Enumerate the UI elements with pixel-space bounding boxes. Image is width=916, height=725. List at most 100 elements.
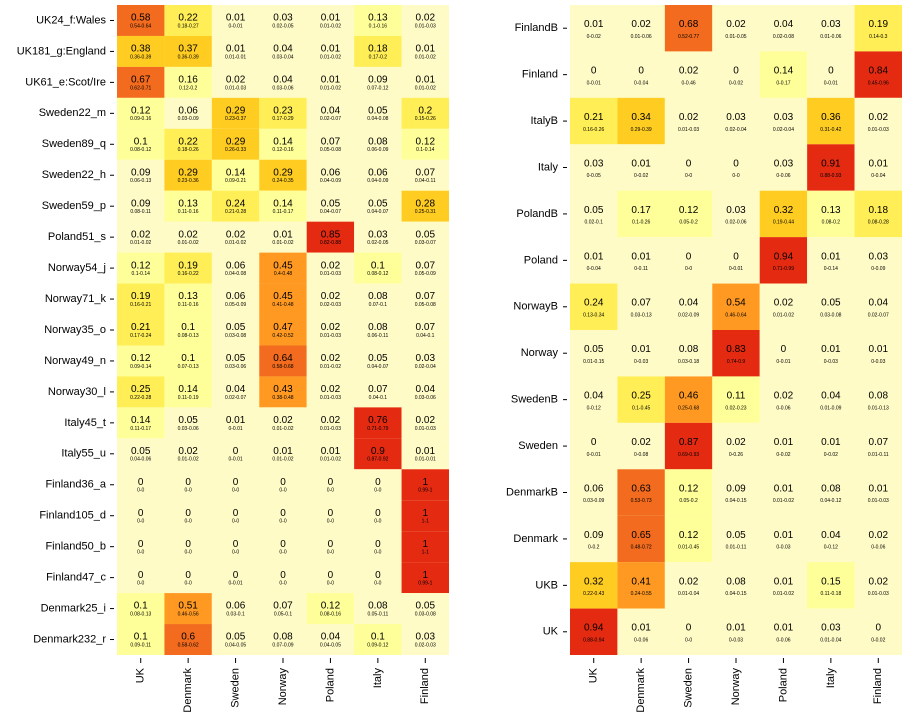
cell-value-label: 0.16 [178,75,198,86]
cell-value-label: 0.01 [321,446,341,457]
cell-value-label: 0.02 [226,229,246,240]
cell-value-label: 0.02 [321,353,341,364]
cell-interval-label: 0-0 [327,581,334,587]
cell-value-label: 0.06 [178,105,198,116]
heatmap-cell [259,97,307,129]
cell-interval-label: 0-0 [279,581,286,587]
heatmap-cell [712,5,760,52]
cell-interval-label: 0.01-0.03 [868,498,889,504]
heatmap-cell [617,51,665,98]
cell-interval-label: 0.04-0.15 [725,591,746,597]
heatmap-cell [306,314,355,346]
cell-interval-label: 0.09-0.21 [225,178,246,184]
cell-value-label: 0.15 [821,576,841,587]
heatmap-cell [164,252,212,284]
cell-value-label: 0.06 [321,167,341,178]
heatmap-cell [259,190,307,222]
cell-value-label: 0 [280,477,286,488]
heatmap-cell [401,407,449,439]
heatmap-cell [164,376,212,408]
cell-interval-label: 0.01-0.03 [320,333,341,339]
cell-value-label: 0.04 [321,105,341,116]
heatmap-cell [164,314,212,346]
cell-interval-label: 0.11-0.17 [130,426,151,432]
cell-interval-label: 0.01-0.02 [178,457,199,463]
heatmap-cell [211,562,260,594]
heatmap-cell [117,283,165,315]
cell-value-label: 0 [876,623,882,634]
cell-value-label: 0.01 [821,344,841,355]
heatmap-cell [211,624,260,655]
heatmap-cell [354,562,402,594]
cell-interval-label: 0.05-0.08 [320,147,341,153]
heatmap-cell [854,330,902,377]
row-label: Italy55_u [61,448,106,460]
cell-interval-label: 0.06-0.11 [367,333,388,339]
cell-value-label: 0 [185,539,191,550]
cell-interval-label: 0-0.01 [776,359,790,365]
heatmap-cell [617,330,665,377]
cell-interval-label: 0-0.11 [634,266,648,272]
heatmap-cell [712,97,760,145]
cell-interval-label: 0.87-0.92 [367,457,388,463]
cell-value-label: 0.41 [631,576,651,587]
cell-value-label: 0.04 [821,530,841,541]
heatmap-cell [617,237,665,284]
heatmap-cell [401,283,449,315]
heatmap-cell [306,345,355,377]
cell-value-label: 0 [591,437,597,448]
heatmap-cell [401,500,449,532]
cell-interval-label: 0-0.02 [824,452,838,458]
cell-value-label: 0.11 [727,391,746,402]
cell-interval-label: 0.16-0.22 [178,271,199,277]
cell-value-label: 0.01 [631,344,651,355]
cell-interval-label: 0.02-0.03 [320,302,341,308]
cell-interval-label: 0-0 [185,519,192,525]
cell-value-label: 0.25 [631,391,651,402]
cell-value-label: 0.19 [869,19,889,30]
cell-interval-label: 0.04-0.09 [320,178,341,184]
cell-value-label: 0.03 [273,13,293,24]
cell-interval-label: 0-0.01 [587,452,601,458]
heatmap-cell [807,469,855,516]
cell-value-label: 0 [138,508,144,519]
heatmap-cell [759,237,808,284]
cell-interval-label: 0.04-0.09 [367,178,388,184]
cell-value-label: 0.1 [181,322,195,333]
row-label: Italy45_t [64,417,106,429]
cell-interval-label: 0.03-0.06 [415,395,436,401]
cell-interval-label: 0-0.01 [228,426,242,432]
heatmap-cell [617,97,665,145]
cell-value-label: 0 [375,477,381,488]
row-label: UK181_g:England [17,45,106,57]
row-label: UK [543,626,559,638]
cell-value-label: 0.05 [226,632,246,643]
row-label: Norway49_n [44,355,106,367]
cell-interval-label: 0.09-0.16 [130,116,151,122]
cell-value-label: 0.01 [774,483,794,494]
heatmap-cell [712,422,760,470]
heatmap-cell [164,283,212,315]
cell-value-label: 0.29 [273,167,293,178]
cell-value-label: 0.68 [679,19,699,30]
cell-interval-label: 0.01-0.01 [415,457,436,463]
heatmap-cell [164,500,212,532]
cell-value-label: 0 [733,158,739,169]
cell-value-label: 0.07 [273,601,293,612]
cell-value-label: 0.01 [416,446,436,457]
heatmap-cell [807,422,855,470]
heatmap-cell [354,345,402,377]
heatmap-cell [354,35,402,67]
heatmap-cell [854,97,902,145]
cell-interval-label: 0.99-1 [418,488,432,494]
heatmap-cell [759,330,808,377]
cell-value-label: 0.9 [371,446,385,457]
cell-value-label: 0.09 [131,198,151,209]
cell-interval-label: 0-0 [232,519,239,525]
heatmap-cell [401,97,449,129]
heatmap-cell [211,128,260,160]
heatmap-cell [259,221,307,253]
heatmap-cell [807,330,855,377]
cell-interval-label: 0.18-0.27 [178,23,199,29]
heatmap-cell [164,531,212,563]
